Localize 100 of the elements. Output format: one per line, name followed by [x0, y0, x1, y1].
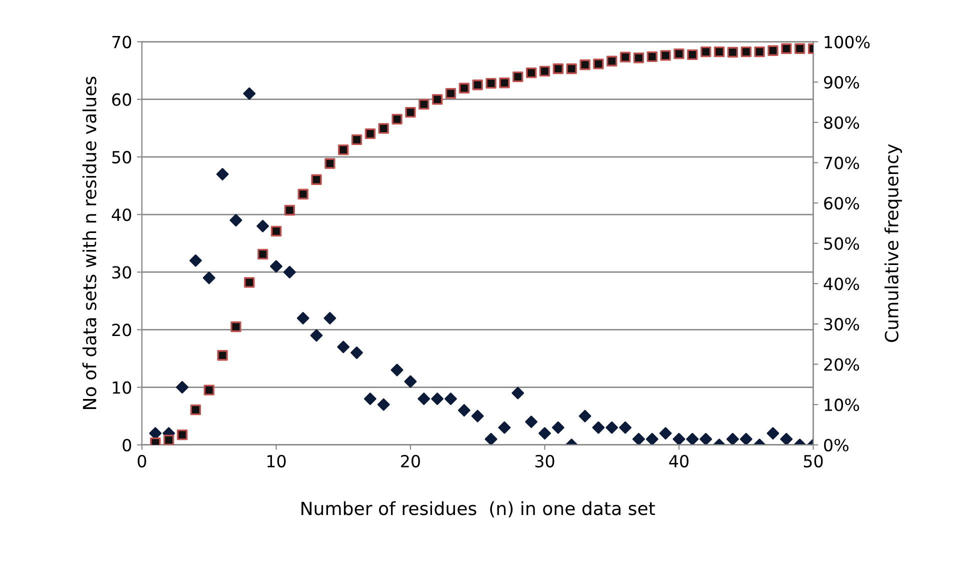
y2-tick-label: 100%: [824, 36, 870, 48]
point: [580, 59, 590, 70]
y2-tick-label: 0%: [824, 438, 848, 452]
point: [766, 427, 780, 440]
point: [646, 432, 658, 445]
point: [324, 312, 336, 324]
point: [230, 321, 242, 332]
point: [512, 386, 524, 400]
y-tick-label: 20: [112, 324, 132, 336]
point: [566, 63, 577, 74]
point: [270, 226, 282, 237]
point: [633, 52, 644, 64]
point: [538, 427, 551, 440]
point: [350, 346, 363, 359]
point: [405, 106, 416, 118]
point: [686, 432, 699, 445]
point: [244, 277, 255, 288]
x-tick-label: 10: [267, 454, 286, 468]
point: [471, 410, 484, 422]
x-tick-label: 30: [535, 454, 554, 468]
point: [418, 392, 430, 406]
point: [284, 204, 295, 216]
point: [659, 427, 672, 440]
point: [445, 88, 456, 99]
point: [484, 432, 498, 445]
point: [458, 82, 470, 94]
point: [754, 46, 765, 58]
point: [606, 56, 618, 66]
point: [351, 134, 362, 146]
point: [552, 421, 564, 434]
point: [404, 375, 417, 388]
y2-tick-label: 70%: [824, 156, 860, 170]
y2-tick-label: 60%: [824, 196, 860, 210]
point: [768, 45, 778, 56]
point: [498, 421, 511, 434]
x-tick-label: 0: [138, 454, 146, 468]
point: [337, 340, 350, 354]
y2-axis-title: Cumulative frequency: [884, 144, 902, 342]
point: [526, 67, 537, 78]
x-tick-label: 20: [401, 454, 420, 468]
point: [619, 421, 632, 434]
point: [243, 87, 256, 100]
point: [660, 50, 671, 61]
y-tick-label: 10: [112, 381, 132, 394]
point: [794, 43, 806, 54]
point: [458, 404, 470, 417]
point: [632, 432, 645, 445]
point: [377, 398, 390, 411]
point: [378, 123, 389, 134]
point: [176, 429, 188, 440]
point: [256, 220, 269, 232]
point: [592, 421, 605, 434]
point: [390, 364, 404, 376]
point: [646, 51, 658, 62]
point: [674, 48, 684, 60]
point: [216, 168, 229, 180]
point: [727, 46, 738, 58]
y-axis-title: No of data sets with n residue values: [82, 76, 96, 409]
point: [311, 174, 322, 185]
point: [700, 46, 712, 58]
point: [672, 432, 686, 445]
point: [283, 266, 296, 278]
y2-tick-label: 10%: [824, 398, 860, 412]
point: [525, 416, 538, 428]
y2-tick-label: 80%: [824, 116, 860, 129]
point: [270, 260, 282, 273]
point: [499, 78, 510, 88]
point: [189, 254, 202, 267]
point: [781, 43, 792, 54]
x-tick-label: 40: [669, 454, 688, 468]
point: [176, 381, 188, 394]
point: [714, 46, 725, 58]
y2-tick-label: 90%: [824, 76, 860, 89]
point: [740, 432, 752, 445]
point: [257, 248, 268, 260]
point: [578, 410, 592, 422]
y2-tick-label: 20%: [824, 358, 860, 371]
y-tick-label: 70: [112, 36, 132, 48]
y-tick-label: 50: [112, 150, 132, 164]
point: [296, 312, 310, 324]
point: [392, 114, 402, 124]
point: [163, 434, 174, 445]
point: [552, 63, 564, 74]
point: [780, 432, 793, 445]
point: [431, 392, 444, 406]
point: [444, 392, 457, 406]
point: [202, 272, 216, 284]
y2-tick-label: 30%: [824, 318, 860, 330]
point: [432, 94, 443, 105]
point: [364, 392, 376, 406]
point: [539, 66, 550, 77]
x-tick-label: 50: [804, 454, 823, 468]
point: [338, 144, 349, 156]
y2-tick-label: 50%: [824, 237, 860, 250]
point: [310, 329, 323, 342]
point: [726, 432, 739, 445]
point: [230, 214, 242, 226]
point: [486, 78, 496, 89]
point: [606, 421, 618, 434]
y-tick-label: 0: [122, 438, 132, 452]
